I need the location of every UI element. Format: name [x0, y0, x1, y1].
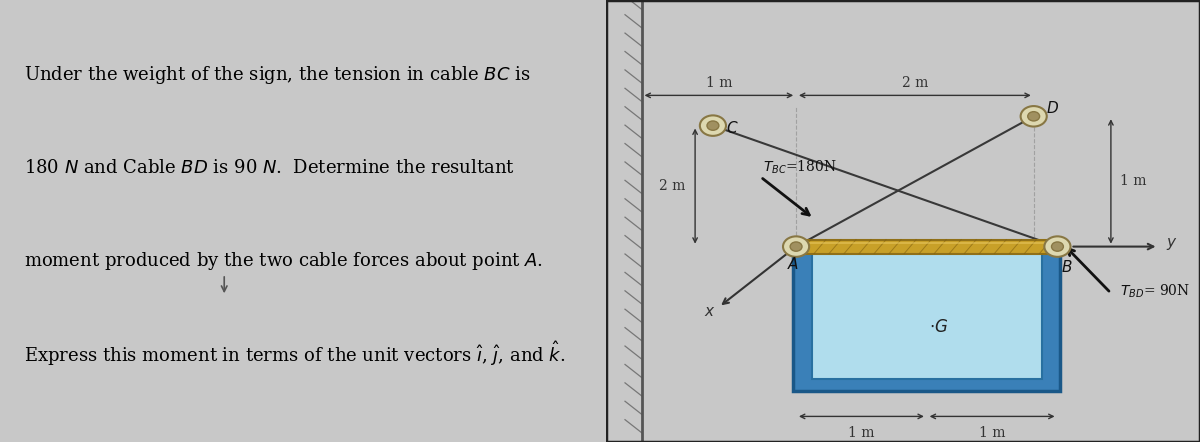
Circle shape	[707, 121, 719, 130]
Text: 180 $N$ and Cable $BD$ is 90 $N$.  Determine the resultant: 180 $N$ and Cable $BD$ is 90 $N$. Determ…	[24, 159, 515, 177]
Text: $\cdot G$: $\cdot G$	[929, 319, 948, 336]
Text: $B$: $B$	[1061, 259, 1072, 275]
Text: $T_{BD}$= 90N: $T_{BD}$= 90N	[1120, 282, 1190, 300]
Text: 1 m: 1 m	[848, 426, 875, 440]
Text: $x$: $x$	[704, 305, 715, 320]
Text: 1 m: 1 m	[1121, 175, 1147, 188]
Text: 2 m: 2 m	[901, 76, 928, 90]
Circle shape	[700, 115, 726, 136]
Circle shape	[1044, 236, 1070, 257]
Text: Express this moment in terms of the unit vectors $\hat{\imath}$, $\hat{\jmath}$,: Express this moment in terms of the unit…	[24, 339, 565, 368]
Text: Under the weight of the sign, the tension in cable $BC$ is: Under the weight of the sign, the tensio…	[24, 64, 530, 86]
Text: 2 m: 2 m	[659, 179, 685, 193]
Bar	[787, 240, 1067, 254]
Circle shape	[1021, 106, 1046, 126]
Text: $T_{BC}$=180N: $T_{BC}$=180N	[763, 158, 838, 175]
Bar	[787, 242, 1067, 244]
Text: 1 m: 1 m	[979, 426, 1006, 440]
Text: $C$: $C$	[726, 120, 738, 136]
Text: $y$: $y$	[1165, 236, 1177, 251]
Text: $D$: $D$	[1046, 99, 1060, 116]
Circle shape	[790, 242, 802, 251]
Circle shape	[784, 236, 809, 257]
Bar	[811, 253, 1042, 379]
Text: moment produced by the two cable forces about point $A$.: moment produced by the two cable forces …	[24, 250, 544, 272]
Bar	[793, 250, 1061, 391]
Text: $A$: $A$	[787, 256, 799, 272]
Circle shape	[1027, 112, 1039, 121]
Text: 1 m: 1 m	[706, 76, 732, 90]
Bar	[606, 0, 1200, 442]
Circle shape	[1051, 242, 1063, 251]
